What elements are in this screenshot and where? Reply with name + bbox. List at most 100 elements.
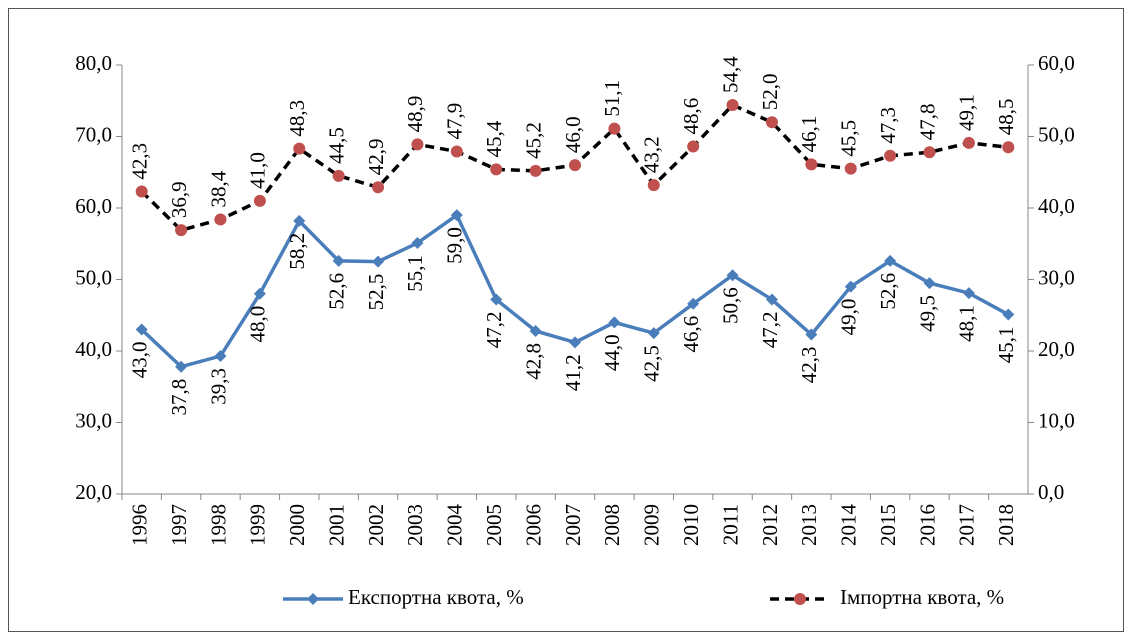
data-label: 45,2 — [521, 122, 545, 159]
y-tick-label: 30,0 — [75, 408, 112, 432]
data-label: 46,1 — [797, 116, 821, 153]
marker — [175, 224, 188, 237]
x-tick-label: 2002 — [364, 504, 388, 546]
marker — [765, 116, 778, 129]
marker — [372, 181, 385, 194]
data-label: 48,6 — [679, 98, 703, 135]
y2-tick-label: 40,0 — [1038, 194, 1075, 218]
y-tick-label: 70,0 — [75, 122, 112, 146]
marker — [372, 255, 385, 268]
data-label: 47,8 — [915, 103, 939, 140]
x-tick-label: 1997 — [167, 504, 191, 546]
data-label: 49,1 — [955, 94, 979, 131]
marker — [411, 237, 424, 250]
marker — [569, 336, 581, 349]
marker — [765, 293, 778, 306]
x-tick-label: 2001 — [324, 504, 348, 546]
y-tick-label: 50,0 — [75, 265, 112, 289]
marker — [529, 164, 542, 177]
data-label: 52,6 — [876, 273, 900, 310]
marker — [175, 360, 188, 373]
x-tick-label: 1999 — [246, 504, 270, 546]
x-tick-label: 2014 — [837, 504, 861, 547]
data-label: 36,9 — [167, 181, 191, 218]
marker — [135, 185, 148, 198]
data-label: 47,2 — [482, 312, 506, 349]
marker — [253, 194, 266, 207]
y2-tick-label: 20,0 — [1038, 337, 1075, 361]
marker — [884, 254, 897, 267]
data-label: 44,0 — [600, 334, 624, 371]
data-label: 46,6 — [679, 316, 703, 353]
marker — [450, 145, 463, 158]
marker — [569, 159, 581, 172]
data-label: 50,6 — [718, 287, 742, 324]
marker — [647, 327, 660, 340]
data-label: 52,5 — [364, 274, 388, 311]
data-label: 39,3 — [206, 368, 230, 405]
y2-tick-label: 10,0 — [1038, 408, 1075, 432]
x-tick-label: 1998 — [206, 504, 230, 546]
data-label: 49,5 — [915, 295, 939, 332]
y-tick-label: 20,0 — [75, 480, 112, 504]
legend-marker — [307, 593, 319, 605]
data-label: 48,3 — [285, 100, 309, 137]
marker — [332, 169, 345, 182]
data-label: 45,1 — [994, 327, 1018, 364]
x-tick-label: 2013 — [797, 504, 821, 546]
marker — [253, 287, 266, 300]
marker — [135, 323, 148, 336]
data-label: 52,6 — [324, 273, 348, 310]
data-label: 55,1 — [403, 255, 427, 292]
data-label: 49,0 — [837, 299, 861, 336]
data-label: 37,8 — [167, 379, 191, 416]
y-tick-label: 80,0 — [75, 51, 112, 75]
x-tick-label: 2003 — [403, 504, 427, 546]
data-label: 45,5 — [837, 120, 861, 157]
legend-marker — [794, 593, 806, 605]
data-label: 46,0 — [561, 116, 585, 153]
data-label: 51,1 — [600, 80, 624, 117]
x-tick-label: 2004 — [443, 504, 467, 547]
x-tick-label: 2009 — [640, 504, 664, 546]
data-label: 47,2 — [758, 312, 782, 349]
marker — [214, 213, 227, 226]
marker — [293, 214, 306, 227]
data-label: 47,9 — [443, 103, 467, 140]
data-label: 41,2 — [561, 354, 585, 391]
x-tick-label: 2006 — [521, 504, 545, 546]
marker — [687, 140, 700, 153]
y2-tick-label: 50,0 — [1038, 122, 1075, 146]
x-tick-label: 2005 — [482, 504, 506, 546]
marker — [450, 209, 463, 222]
data-label: 42,5 — [640, 345, 664, 382]
y2-tick-label: 60,0 — [1038, 51, 1075, 75]
data-label: 48,1 — [955, 305, 979, 342]
marker — [1002, 141, 1015, 154]
marker — [962, 136, 975, 149]
marker — [332, 254, 345, 267]
data-label: 45,4 — [482, 120, 506, 157]
marker — [1002, 308, 1015, 321]
marker — [844, 280, 857, 293]
marker — [647, 179, 660, 192]
x-tick-label: 1996 — [128, 504, 152, 546]
data-label: 48,5 — [994, 98, 1018, 135]
data-label: 43,2 — [640, 136, 664, 173]
data-label: 42,3 — [797, 347, 821, 384]
marker — [608, 316, 621, 329]
x-tick-label: 2000 — [285, 504, 309, 546]
y2-tick-label: 0,0 — [1038, 480, 1064, 504]
x-tick-label: 2016 — [915, 504, 939, 546]
marker — [923, 146, 936, 159]
data-label: 52,0 — [758, 73, 782, 110]
data-label: 42,8 — [521, 343, 545, 380]
data-label: 59,0 — [443, 227, 467, 264]
marker — [805, 328, 818, 341]
marker — [411, 138, 424, 151]
x-tick-label: 2017 — [955, 504, 979, 546]
x-tick-label: 2010 — [679, 504, 703, 546]
marker — [844, 162, 857, 175]
marker — [214, 350, 227, 363]
data-label: 44,5 — [324, 127, 348, 164]
